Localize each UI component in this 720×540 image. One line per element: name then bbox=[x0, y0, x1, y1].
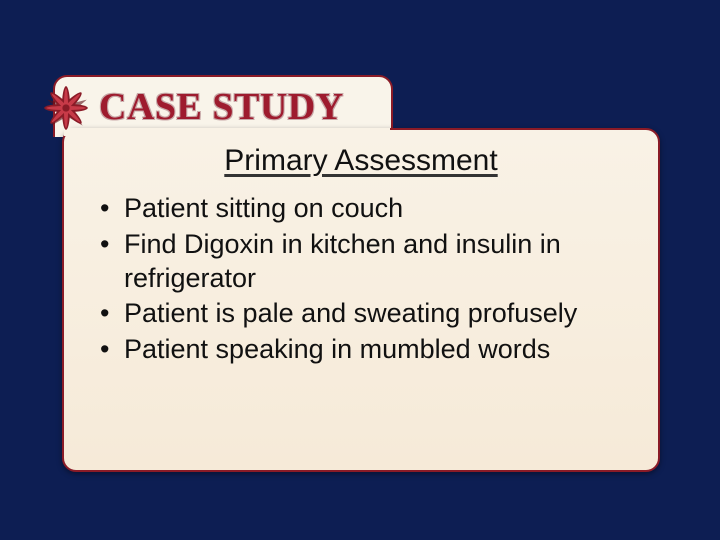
asterisk-icon bbox=[40, 82, 92, 134]
list-item: Patient speaking in mumbled words bbox=[96, 333, 630, 367]
tab-seam-cover bbox=[64, 128, 390, 136]
list-item: Find Digoxin in kitchen and insulin in r… bbox=[96, 228, 630, 296]
bullet-list: Patient sitting on couch Find Digoxin in… bbox=[96, 192, 630, 369]
content-card: Primary Assessment Patient sitting on co… bbox=[62, 128, 660, 472]
subtitle: Primary Assessment bbox=[64, 144, 658, 178]
list-item: Patient sitting on couch bbox=[96, 192, 630, 226]
tab-title: CASE STUDY bbox=[99, 85, 344, 129]
list-item: Patient is pale and sweating profusely bbox=[96, 297, 630, 331]
